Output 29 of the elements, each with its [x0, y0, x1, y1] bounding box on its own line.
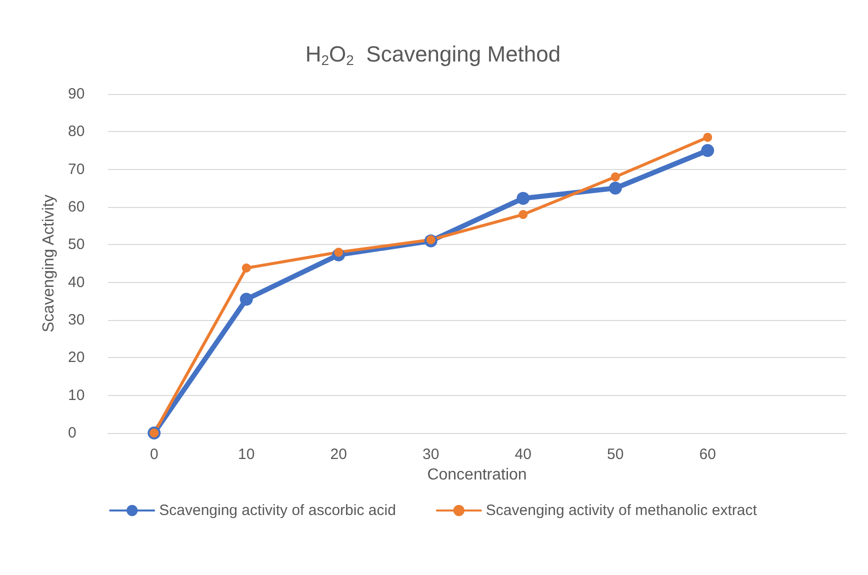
legend-label: Scavenging activity of ascorbic acid [159, 502, 396, 519]
point [242, 264, 251, 273]
x-tick-label: 40 [514, 446, 532, 463]
point [516, 192, 530, 205]
x-tick-label: 0 [150, 446, 158, 463]
y-tick-label: 0 [68, 424, 76, 442]
x-tick-label: 20 [330, 446, 347, 463]
point [240, 292, 253, 306]
x-tick-label: 60 [699, 446, 716, 463]
y-tick-label: 70 [68, 160, 85, 178]
y-tick-label: 60 [68, 198, 85, 216]
y-tick-label: 90 [68, 86, 85, 102]
point [701, 144, 714, 157]
y-tick-label: 10 [68, 386, 85, 404]
x-tick-label: 10 [238, 446, 255, 463]
y-tick-label: 80 [68, 123, 85, 140]
y-tick-label: 50 [68, 236, 85, 254]
point [518, 210, 528, 220]
point [608, 182, 622, 195]
legend-label: Scavenging activity of methanolic extract [486, 502, 758, 519]
y-tick-label: 20 [68, 349, 85, 366]
x-tick-label: 30 [422, 446, 440, 463]
x-axis-title: Concentration [427, 466, 527, 484]
x-tick-label: 50 [607, 446, 624, 463]
y-tick-label: 40 [68, 274, 85, 291]
point [610, 172, 620, 182]
y-tick-label: 30 [68, 312, 85, 328]
y-axis-title: Scavenging Activity [40, 194, 58, 332]
point [703, 132, 712, 142]
